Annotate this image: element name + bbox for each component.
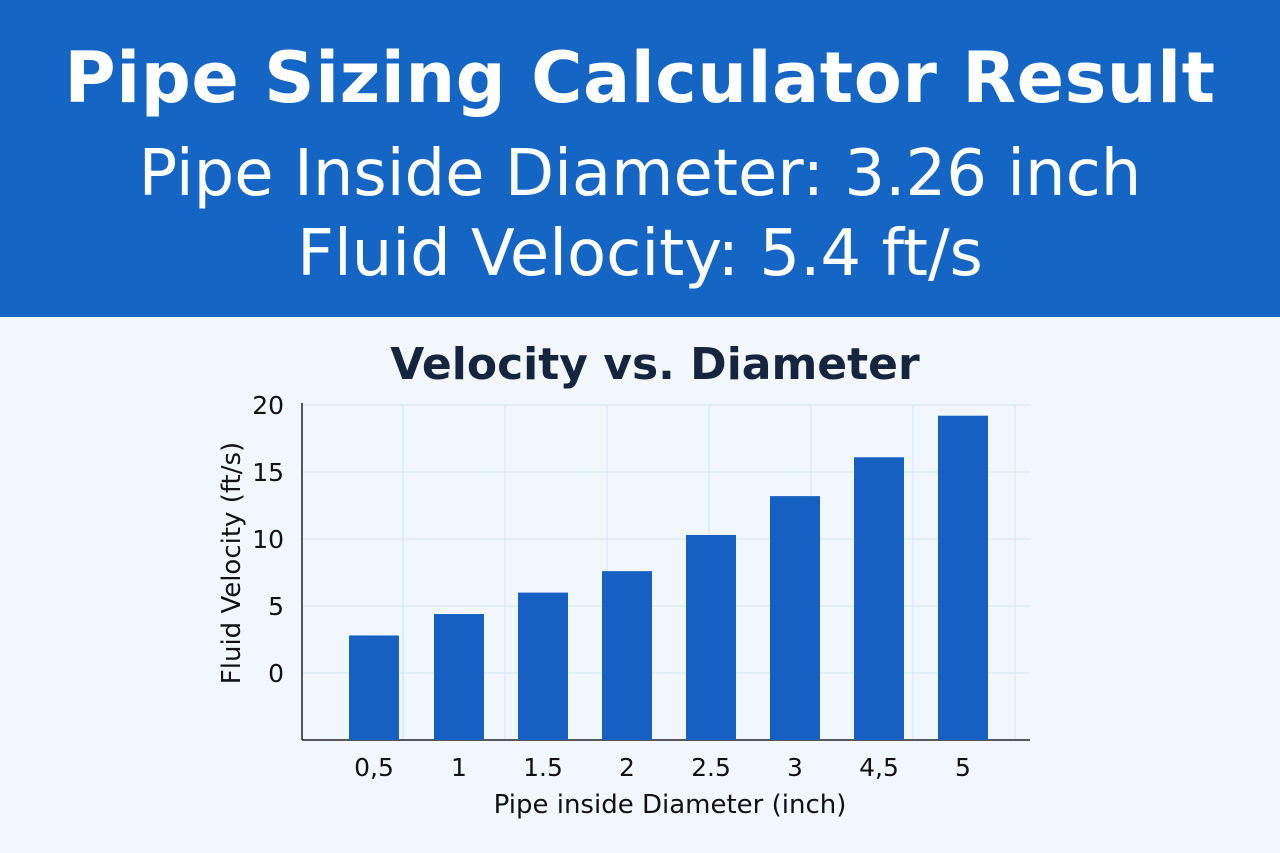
y-tick-label: 0 bbox=[268, 659, 284, 688]
bar bbox=[686, 534, 736, 740]
x-tick-label: 2 bbox=[619, 753, 635, 782]
x-tick-label: 1 bbox=[451, 753, 467, 782]
bar bbox=[770, 496, 820, 740]
page-title: Pipe Sizing Calculator Result bbox=[64, 37, 1216, 119]
y-tick-label: 5 bbox=[268, 592, 284, 621]
x-tick-label: 1.5 bbox=[523, 753, 563, 782]
x-tick-label: 0,5 bbox=[354, 753, 394, 782]
chart-title: Velocity vs. Diameter bbox=[390, 339, 920, 390]
y-axis-label: Fluid Velocity (ft/s) bbox=[217, 442, 247, 684]
x-tick-label: 5 bbox=[955, 753, 971, 782]
velocity-result: Fluid Velocity: 5.4 ft/s bbox=[297, 217, 983, 291]
bar bbox=[349, 635, 399, 740]
y-tick-label: 20 bbox=[252, 391, 284, 420]
x-tick-label: 3 bbox=[787, 753, 803, 782]
x-tick-label: 2.5 bbox=[691, 753, 731, 782]
x-axis-label: Pipe inside Diameter (inch) bbox=[494, 790, 847, 820]
bar bbox=[518, 592, 568, 740]
result-header: Pipe Sizing Calculator Result Pipe Insid… bbox=[0, 0, 1280, 317]
y-tick-label: 10 bbox=[252, 525, 284, 554]
bar bbox=[938, 415, 988, 740]
y-tick-label: 15 bbox=[252, 458, 284, 487]
bar bbox=[854, 457, 904, 740]
bar bbox=[602, 571, 652, 740]
bar bbox=[434, 614, 484, 740]
x-tick-label: 4,5 bbox=[859, 753, 899, 782]
diameter-result: Pipe Inside Diameter: 3.26 inch bbox=[138, 137, 1142, 211]
